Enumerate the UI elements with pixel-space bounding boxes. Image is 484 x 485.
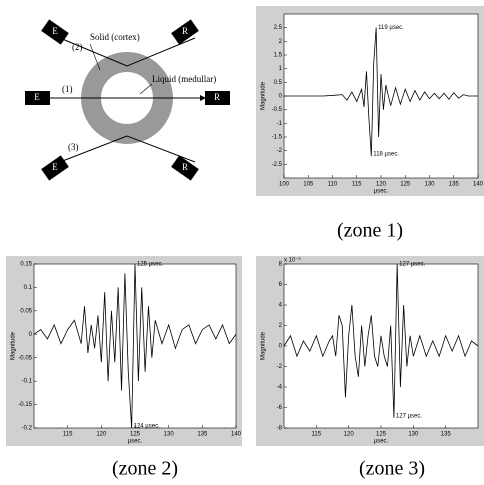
x-tick-label: 110 [328,182,338,188]
leader [89,43,101,71]
y-tick-label: 0.5 [274,80,283,86]
y-tick-label: -6 [277,405,283,411]
y-axis-label: Magnitude [11,331,17,360]
waveform [284,27,478,157]
plot-area [283,263,479,429]
x-tick-label: 130 [164,432,175,438]
y-tick-label: 8 [279,262,283,268]
annotation: 127 µsec. [399,262,425,268]
y-tick-label: 0 [29,332,33,338]
emitter-label: E [52,162,58,172]
x-tick-label: 135 [449,182,460,188]
y-tick-label: 1 [279,66,283,72]
x-tick-label: 130 [424,182,435,188]
y-tick-label: -0.2 [22,426,33,432]
annotation: 125 µsec. [137,262,163,268]
y-axis-label: Magnitude [261,331,267,360]
emitter-box [41,155,69,181]
y-tick-label: -0.15 [18,402,32,408]
y-tick-label: -1.5 [272,135,283,141]
liquid-label: Liquid (medullar) [152,74,216,84]
y-tick-label: 0.1 [24,285,33,291]
leader [139,83,153,95]
x-tick-label: 125 [376,432,387,438]
path-2 [59,37,196,67]
y-tick-label: -2 [277,148,283,154]
annotation: 118 µsec. [373,152,399,158]
y-tick-label: 6 [279,282,283,288]
x-tick-label: 115 [312,432,322,438]
y-tick-label: 2.5 [274,25,283,31]
annotation: 124 µsec. [134,424,160,430]
y-tick-label: 2 [279,39,283,45]
x-tick-label: 140 [231,432,242,438]
x-tick-label: 140 [473,182,484,188]
diagram: E R E R E R (1) (2) (3) Solid (cortex) L… [25,19,230,181]
waveform [33,263,237,429]
y-tick-label: -2.5 [272,162,283,168]
annotation: 119 µsec. [378,25,404,31]
y-axis-label: Magnitude [261,81,267,110]
caption: (zone 2) [112,458,178,480]
y-tick-label: 0.05 [20,308,32,314]
x-axis-label: µsec. [128,439,143,445]
y-tick-label: -0.05 [18,355,32,361]
x-tick-label: 135 [197,432,208,438]
y-tick-label: -0.5 [272,107,283,113]
y-tick-label: 0.15 [20,262,32,268]
path-3 [59,135,196,163]
y-tick-label: 2 [279,323,283,329]
x-tick-label: 120 [96,432,107,438]
emitter-label: E [34,92,40,102]
x-tick-label: 115 [63,432,73,438]
y-tick-label: 4 [279,303,283,309]
y-tick-label: 0 [279,344,283,350]
x-tick-label: 125 [130,432,141,438]
x-tick-label: 135 [441,432,452,438]
receiver-box [171,19,199,45]
y-tick-label: 0 [279,94,283,100]
receiver-label: R [182,26,188,36]
x-tick-label: 100 [279,182,290,188]
x-tick-label: 120 [376,182,387,188]
x-tick-label: 115 [352,182,362,188]
receiver-box [205,91,230,105]
emitter-label: E [52,26,58,36]
y-tick-label: -1 [277,121,283,127]
x-axis-label: µsec. [374,439,389,445]
path-label: (3) [68,142,79,152]
y-tick-label: -2 [277,364,283,370]
x-tick-label: 125 [400,182,411,188]
path-label: (2) [72,42,83,52]
y-tick-label: 1.5 [274,53,283,59]
caption: (zone 3) [359,458,425,480]
plot-area [33,263,237,429]
y-tick-label: -4 [277,385,283,391]
x-tick-label: 105 [303,182,314,188]
x-tick-label: 120 [344,432,355,438]
receiver-label: R [182,162,188,172]
x-tick-label: 130 [408,432,419,438]
annotation: 127 µsec. [396,413,422,419]
y-tick-label: -8 [277,426,283,432]
emitter-box [25,91,50,105]
emitter-box [41,19,69,45]
x-axis-label: µsec. [374,189,389,195]
waveform [283,263,479,418]
solid-label: Solid (cortex) [90,32,140,42]
y-multiplier: x 10⁻³ [284,258,301,264]
receiver-box [171,155,199,181]
path-label: (1) [62,84,73,94]
caption: (zone 1) [337,220,403,242]
y-tick-label: -0.1 [22,379,33,385]
receiver-label: R [214,92,220,102]
